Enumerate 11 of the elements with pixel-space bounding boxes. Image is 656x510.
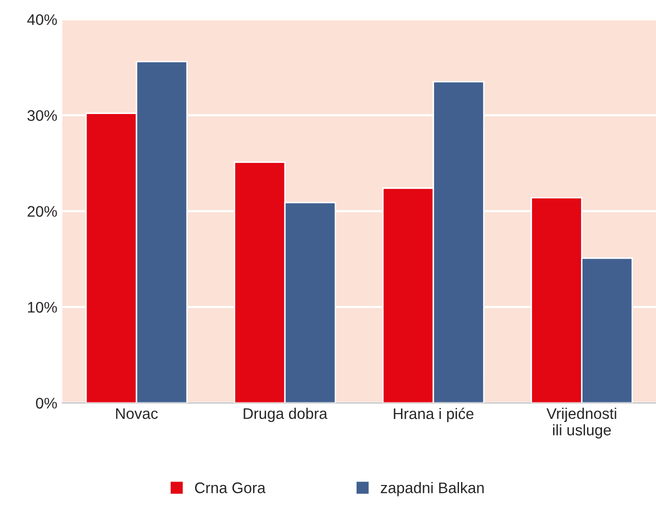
x-tick-label: Vrijednosti ili usluge [546,408,616,438]
y-tick-label: 0% [36,398,57,409]
y-tick-label: 40% [27,14,57,26]
x-tick-label: Hrana i piće [394,408,474,422]
y-tick-label: 20% [28,206,57,217]
legend-label: Crna Gora [195,482,266,494]
x-tick-label: Novac [116,408,158,419]
y-tick-label: 30% [27,110,57,121]
legend-label: zapadni Balkan [380,482,484,496]
x-tick-label: Druga dobra [244,408,328,422]
y-tick-label: 10% [28,302,57,313]
